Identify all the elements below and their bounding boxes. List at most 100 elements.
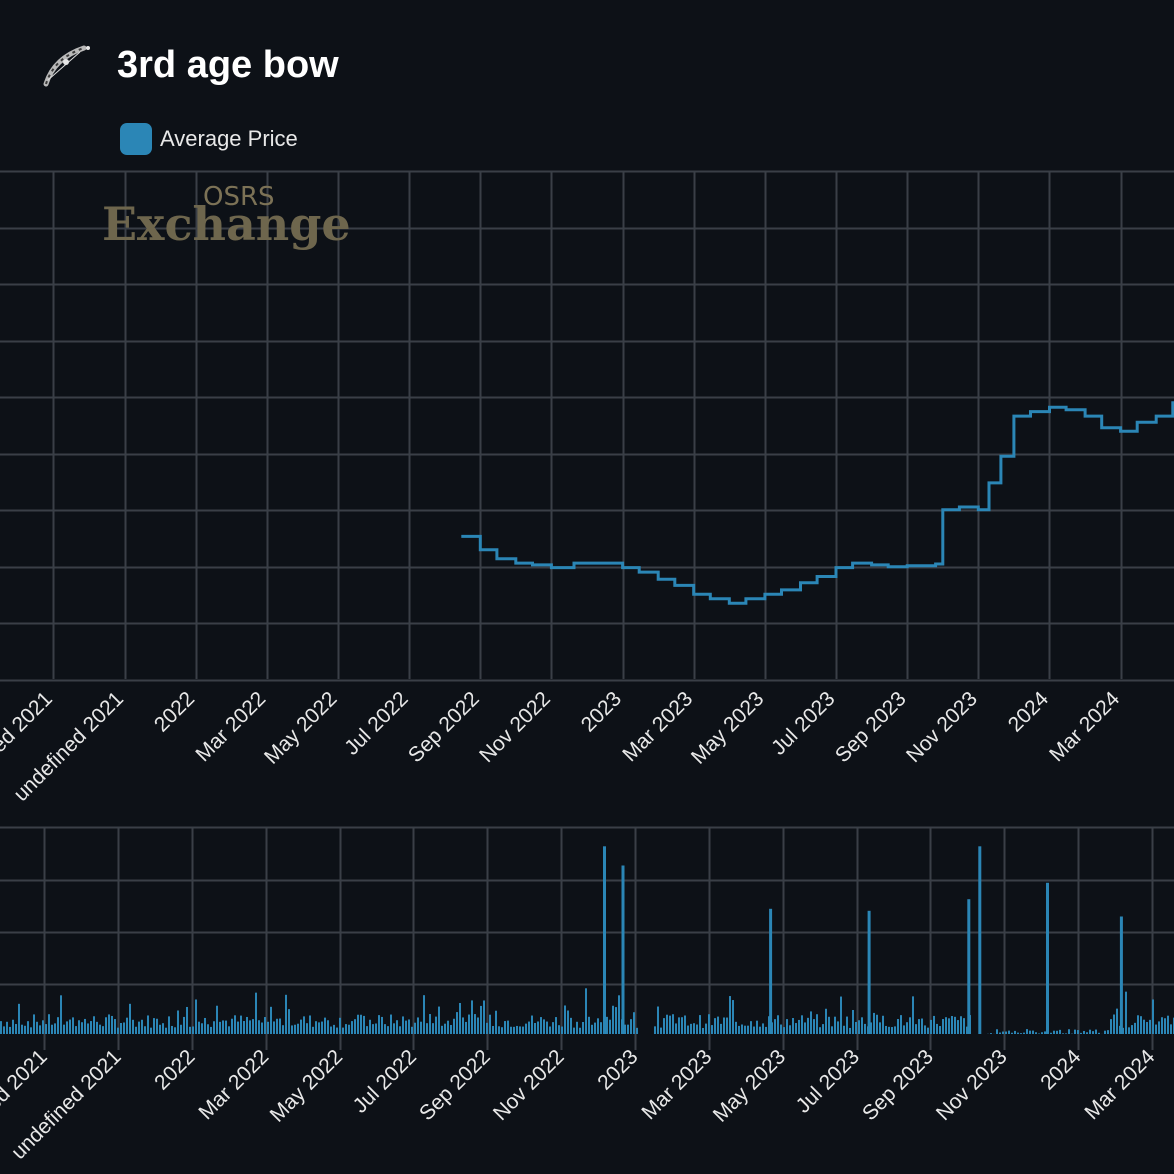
volume-bar xyxy=(804,1022,806,1034)
volume-bar xyxy=(24,1025,26,1034)
volume-bar xyxy=(417,1017,419,1034)
volume-bar xyxy=(534,1022,536,1034)
volume-bar xyxy=(231,1018,233,1034)
volume-bar xyxy=(369,1019,371,1034)
volume-bar xyxy=(183,1016,185,1034)
volume-bar xyxy=(423,995,425,1034)
volume-bar xyxy=(900,1015,902,1034)
volume-bar xyxy=(609,1019,611,1034)
volume-bar xyxy=(129,1003,131,1034)
volume-bar xyxy=(486,1022,488,1034)
volume-bar xyxy=(414,1022,416,1034)
volume-bar xyxy=(903,1025,905,1034)
volume-bar xyxy=(828,1016,830,1034)
volume-bar xyxy=(3,1026,5,1034)
volume-bar xyxy=(663,1018,665,1034)
volume-bar xyxy=(1074,1029,1076,1034)
volume-bar xyxy=(345,1024,347,1034)
volume-bar xyxy=(462,1017,464,1034)
volume-bar xyxy=(729,996,731,1034)
volume-bar xyxy=(1164,1018,1166,1034)
volume-bar xyxy=(12,1019,14,1034)
legend-item-average-price[interactable]: Average Price xyxy=(120,122,298,156)
volume-bar xyxy=(555,1017,557,1034)
volume-bar xyxy=(504,1021,506,1034)
volume-bar xyxy=(945,1017,947,1034)
volume-bar xyxy=(42,1020,44,1034)
volume-bar xyxy=(144,1026,146,1034)
x-tick-label: Mar 2023 xyxy=(637,1045,716,1124)
volume-bar xyxy=(99,1024,101,1034)
volume-bar xyxy=(801,1015,803,1034)
volume-bar xyxy=(465,1021,467,1034)
volume-bar xyxy=(204,1017,206,1034)
volume-bar xyxy=(816,1014,818,1034)
x-tick-label: 2023 xyxy=(577,687,626,736)
volume-bar xyxy=(357,1014,359,1034)
volume-bar xyxy=(1017,1032,1019,1034)
volume-bar xyxy=(225,1020,227,1034)
volume-bar xyxy=(561,1026,563,1034)
volume-bar xyxy=(453,1018,455,1034)
volume-bar xyxy=(456,1012,458,1034)
volume-bar xyxy=(747,1025,749,1034)
x-tick-label: Mar 2022 xyxy=(194,1045,273,1124)
volume-bar xyxy=(621,865,625,1034)
volume-bar xyxy=(678,1017,680,1034)
volume-bar xyxy=(381,1016,383,1034)
volume-bar xyxy=(1170,1024,1172,1034)
volume-bar xyxy=(168,1016,170,1034)
volume-bar xyxy=(312,1026,314,1034)
volume-bar xyxy=(630,1019,632,1034)
volume-bar xyxy=(117,1027,119,1034)
volume-bar xyxy=(735,1021,737,1034)
volume-bar xyxy=(315,1021,317,1034)
x-tick-label: 2024 xyxy=(1004,687,1054,737)
volume-bar xyxy=(1086,1032,1088,1034)
volume-bar xyxy=(48,1014,50,1034)
volume-bar xyxy=(222,1020,224,1034)
volume-bar xyxy=(1035,1032,1037,1034)
watermark-line1: OSRS xyxy=(203,182,275,212)
volume-bar xyxy=(1068,1029,1070,1034)
volume-bar xyxy=(873,1012,875,1034)
volume-bar xyxy=(396,1020,398,1034)
volume-bar xyxy=(939,1026,941,1034)
volume-bar xyxy=(1116,1008,1118,1034)
volume-bar xyxy=(297,1023,299,1034)
volume-bar xyxy=(132,1019,134,1034)
volume-bar xyxy=(963,1018,965,1034)
volume-bar xyxy=(342,1027,344,1034)
volume-bar xyxy=(666,1014,668,1034)
x-tick-label: Jul 2023 xyxy=(792,1045,864,1117)
volume-bar xyxy=(615,1007,617,1034)
volume-bar xyxy=(399,1026,401,1034)
volume-bar xyxy=(15,1024,17,1034)
volume-bar xyxy=(675,1023,677,1034)
volume-bar xyxy=(237,1021,239,1034)
volume-bar xyxy=(846,1016,848,1034)
volume-bar xyxy=(855,1021,857,1034)
volume-bar xyxy=(1044,1031,1046,1034)
volume-bar xyxy=(54,1023,56,1034)
volume-bar xyxy=(198,1021,200,1034)
volume-bar xyxy=(288,1009,290,1034)
x-tick-label: Nov 2022 xyxy=(475,687,555,767)
volume-bar xyxy=(1032,1030,1034,1034)
volume-bar xyxy=(603,846,606,1034)
volume-bar xyxy=(102,1026,104,1034)
volume-bar xyxy=(927,1027,929,1034)
volume-bar xyxy=(339,1017,341,1034)
average-price-line[interactable] xyxy=(461,230,1174,605)
volume-bar xyxy=(627,1024,629,1034)
volume-bar xyxy=(822,1024,824,1034)
volume-bar xyxy=(1083,1030,1085,1034)
volume-bar xyxy=(264,1017,266,1034)
volume-bar xyxy=(921,1018,923,1034)
volume-bar xyxy=(0,1021,2,1034)
volume-bar xyxy=(552,1022,554,1034)
volume-bar xyxy=(57,1017,59,1034)
